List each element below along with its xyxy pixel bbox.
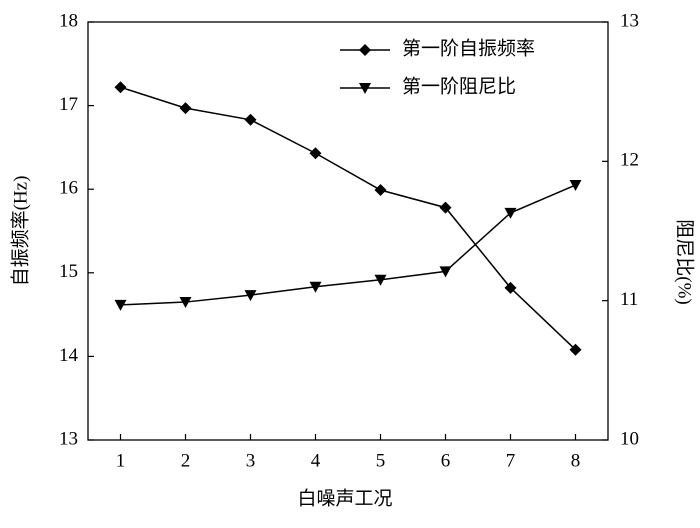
y2-tick-label: 10 <box>620 428 639 449</box>
x-tick-label: 4 <box>311 450 321 471</box>
y-tick-label: 15 <box>59 261 78 282</box>
data-point <box>439 266 452 278</box>
x-tick-label: 2 <box>181 450 191 471</box>
x-axis-label: 白噪声工况 <box>297 487 392 509</box>
y2-tick-label: 12 <box>620 150 639 171</box>
series-line <box>120 86 577 351</box>
x-tick-label: 8 <box>571 450 581 471</box>
legend-marker <box>359 83 371 94</box>
data-point <box>244 113 257 126</box>
legend-label: 第一阶自振频率 <box>402 37 535 59</box>
y-tick-label: 13 <box>59 428 78 449</box>
y-axis-label: 自振频率(Hz) <box>9 176 31 287</box>
x-tick-label: 3 <box>246 450 256 471</box>
y2-tick-label: 11 <box>620 289 638 310</box>
x-tick-label: 1 <box>116 450 126 471</box>
series-line <box>120 184 576 306</box>
data-point <box>439 201 452 214</box>
y-tick-label: 17 <box>59 94 78 115</box>
data-point <box>114 299 127 311</box>
data-point <box>569 180 582 192</box>
data-point <box>179 102 192 115</box>
y2-axis-label: 阻尼比(%) <box>674 219 696 304</box>
plot-frame <box>87 21 609 441</box>
data-point <box>114 81 127 94</box>
data-point <box>504 207 517 219</box>
data-point <box>179 297 192 309</box>
y-tick-label: 14 <box>59 345 79 366</box>
y-tick-label: 16 <box>59 178 78 199</box>
legend-marker <box>359 44 371 56</box>
data-point <box>309 281 322 293</box>
data-point <box>244 290 257 302</box>
data-point <box>569 343 582 356</box>
data-point <box>504 281 517 294</box>
data-point <box>374 184 387 197</box>
data-point <box>309 147 322 160</box>
y2-tick-label: 13 <box>620 10 639 31</box>
x-tick-label: 7 <box>506 450 516 471</box>
y-tick-label: 18 <box>59 10 78 31</box>
data-point <box>374 274 387 286</box>
x-tick-label: 6 <box>441 450 451 471</box>
legend-label: 第一阶阻尼比 <box>402 75 516 97</box>
x-tick-label: 5 <box>376 450 386 471</box>
